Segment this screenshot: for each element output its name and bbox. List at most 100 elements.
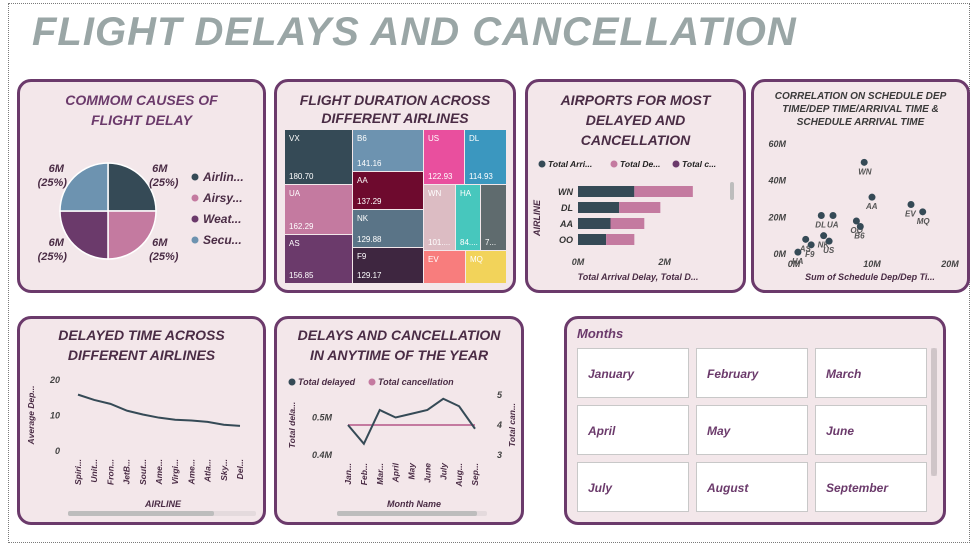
month-july[interactable]: July [577, 462, 689, 512]
y2-tick-label: 4 [496, 420, 502, 430]
treemap-cell-name: MQ [470, 255, 483, 264]
duration-card: FLIGHT DURATION ACROSS DIFFERENT AIRLINE… [274, 79, 516, 293]
x-tick-label: Aug... [454, 463, 464, 488]
x-tick-label: Atla... [203, 459, 213, 483]
treemap-cell: HA 84.... [456, 185, 480, 250]
legend-marker [191, 173, 199, 181]
months-scroll-thumb[interactable] [931, 348, 937, 476]
bar-category-label: WN [558, 187, 573, 197]
treemap-cell-value: 7... [485, 238, 497, 247]
bar-segment [606, 234, 635, 245]
legend-marker [288, 378, 296, 386]
month-june[interactable]: June [815, 405, 927, 455]
airports-title-line1: AIRPORTS FOR MOST [560, 92, 711, 108]
month-april[interactable]: April [577, 405, 689, 455]
y-tick-label: 20M [767, 212, 786, 222]
line-series [77, 393, 241, 427]
bar-segment [634, 186, 693, 197]
treemap-cell-name: UA [289, 189, 301, 198]
h-scroll-thumb [337, 511, 477, 516]
y-axis-title: AIRLINE [532, 199, 542, 237]
x-tick-label: May [407, 462, 417, 480]
treemap-cell-name: WN [428, 189, 442, 198]
legend-marker [368, 378, 376, 386]
treemap-cell: B6 141.16 [353, 130, 423, 171]
y2-tick-label: 5 [497, 390, 503, 400]
x-tick-label: 20M [940, 259, 959, 269]
pie-slice [107, 210, 157, 260]
treemap-cell: AS 156.85 [285, 235, 352, 283]
scatter-point-label: NK [818, 241, 831, 250]
x-tick-label: Ame... [154, 459, 164, 486]
scatter-point [852, 217, 860, 225]
y-tick-label: 10 [50, 411, 60, 421]
scatter-point-label: DL [815, 221, 826, 230]
x-tick-label: Ame... [186, 459, 196, 486]
scatter-point-label: OO [850, 226, 863, 235]
x-axis-title: Sum of Schedule Dep/Dep Ti... [805, 272, 935, 282]
month-february[interactable]: February [696, 348, 808, 398]
y-axis-title: Average Dep... [26, 385, 36, 445]
x-tick-label: 0M [788, 259, 801, 269]
treemap-cell-name: AA [357, 176, 368, 185]
treemap-cell: MQ [466, 251, 506, 283]
x-tick-label: Sky... [219, 459, 229, 481]
month-may[interactable]: May [696, 405, 808, 455]
treemap-chart: VX 180.70 UA 162.29 AS 156.85 B6 141.16 AA 137.29… [285, 130, 507, 284]
months-title: Months [577, 326, 624, 341]
bar-category-label: AA [559, 219, 573, 229]
correlation-card: CORRELATION ON SCHEDULE DEP TIME/DEP TIM… [751, 79, 970, 293]
scatter-point [907, 201, 915, 208]
bar-category-label: DL [561, 203, 573, 213]
treemap-cell: WN 101.... [424, 185, 455, 250]
y-tick-label: 0.4M [312, 450, 333, 460]
scatter-point [794, 248, 802, 256]
pie-slice [59, 162, 109, 212]
month-august[interactable]: August [696, 462, 808, 512]
x-tick-label: Jan... [343, 463, 353, 485]
legend-marker [191, 194, 199, 202]
scatter-point-label: HA [792, 257, 804, 266]
month-september[interactable]: September [815, 462, 927, 512]
airports-title-line2: DELAYED AND [585, 112, 686, 128]
pie-slice [59, 210, 109, 260]
scatter-point-label: F9 [805, 250, 815, 259]
treemap-cell: 7... [481, 185, 506, 250]
correlation-title-line2: TIME/DEP TIME/ARRIVAL TIME & [782, 104, 939, 115]
x-tick-label: Feb... [359, 463, 369, 485]
months-slicer: Months January February March April May … [564, 316, 946, 525]
treemap-cell: NK 129.88 [353, 210, 423, 247]
scatter-point [807, 241, 815, 249]
x-tick-label: 10M [863, 259, 881, 269]
correlation-title-line1: CORRELATION ON SCHEDULE DEP [774, 91, 947, 102]
x-tick-label: Mar... [375, 463, 385, 485]
scatter-point-label: AA [865, 202, 878, 211]
y-tick-label: 60M [768, 139, 786, 149]
pie-chart: 6M (25%) Airlin... 6M (25%) Airsy... 6M (25%) We… [38, 162, 244, 263]
treemap-cell-value: 137.29 [357, 197, 382, 206]
scatter-point-label: US [823, 246, 835, 255]
line-series-delayed [347, 397, 476, 446]
scatter-point [817, 212, 825, 219]
treemap-cell-name: DL [469, 134, 480, 143]
x-tick-label: Sep... [470, 463, 480, 486]
treemap-cell-value: 129.17 [357, 271, 382, 280]
treemap-cell-name: F9 [357, 252, 367, 261]
month-january[interactable]: January [577, 348, 689, 398]
scatter-point [856, 223, 864, 230]
treemap-cell-value: 101.... [428, 238, 451, 247]
pie-slice [107, 162, 157, 212]
treemap-cell: UA 162.29 [285, 185, 352, 234]
x-tick-label: Virgi... [170, 459, 180, 485]
x-axis-title: AIRLINE [144, 499, 182, 509]
x-tick-label: 2M [657, 257, 671, 267]
legend-label: Total Arri... [548, 159, 592, 169]
month-march[interactable]: March [815, 348, 927, 398]
treemap-cell-value: 114.93 [469, 172, 493, 181]
legend-marker [610, 160, 618, 168]
treemap-cell: DL 114.93 [465, 130, 506, 184]
y-tick-label: 0 [55, 446, 60, 456]
scatter-point-label: WN [858, 167, 872, 176]
bar-segment [619, 202, 661, 213]
x-axis-title: Total Arrival Delay, Total D... [578, 272, 699, 282]
